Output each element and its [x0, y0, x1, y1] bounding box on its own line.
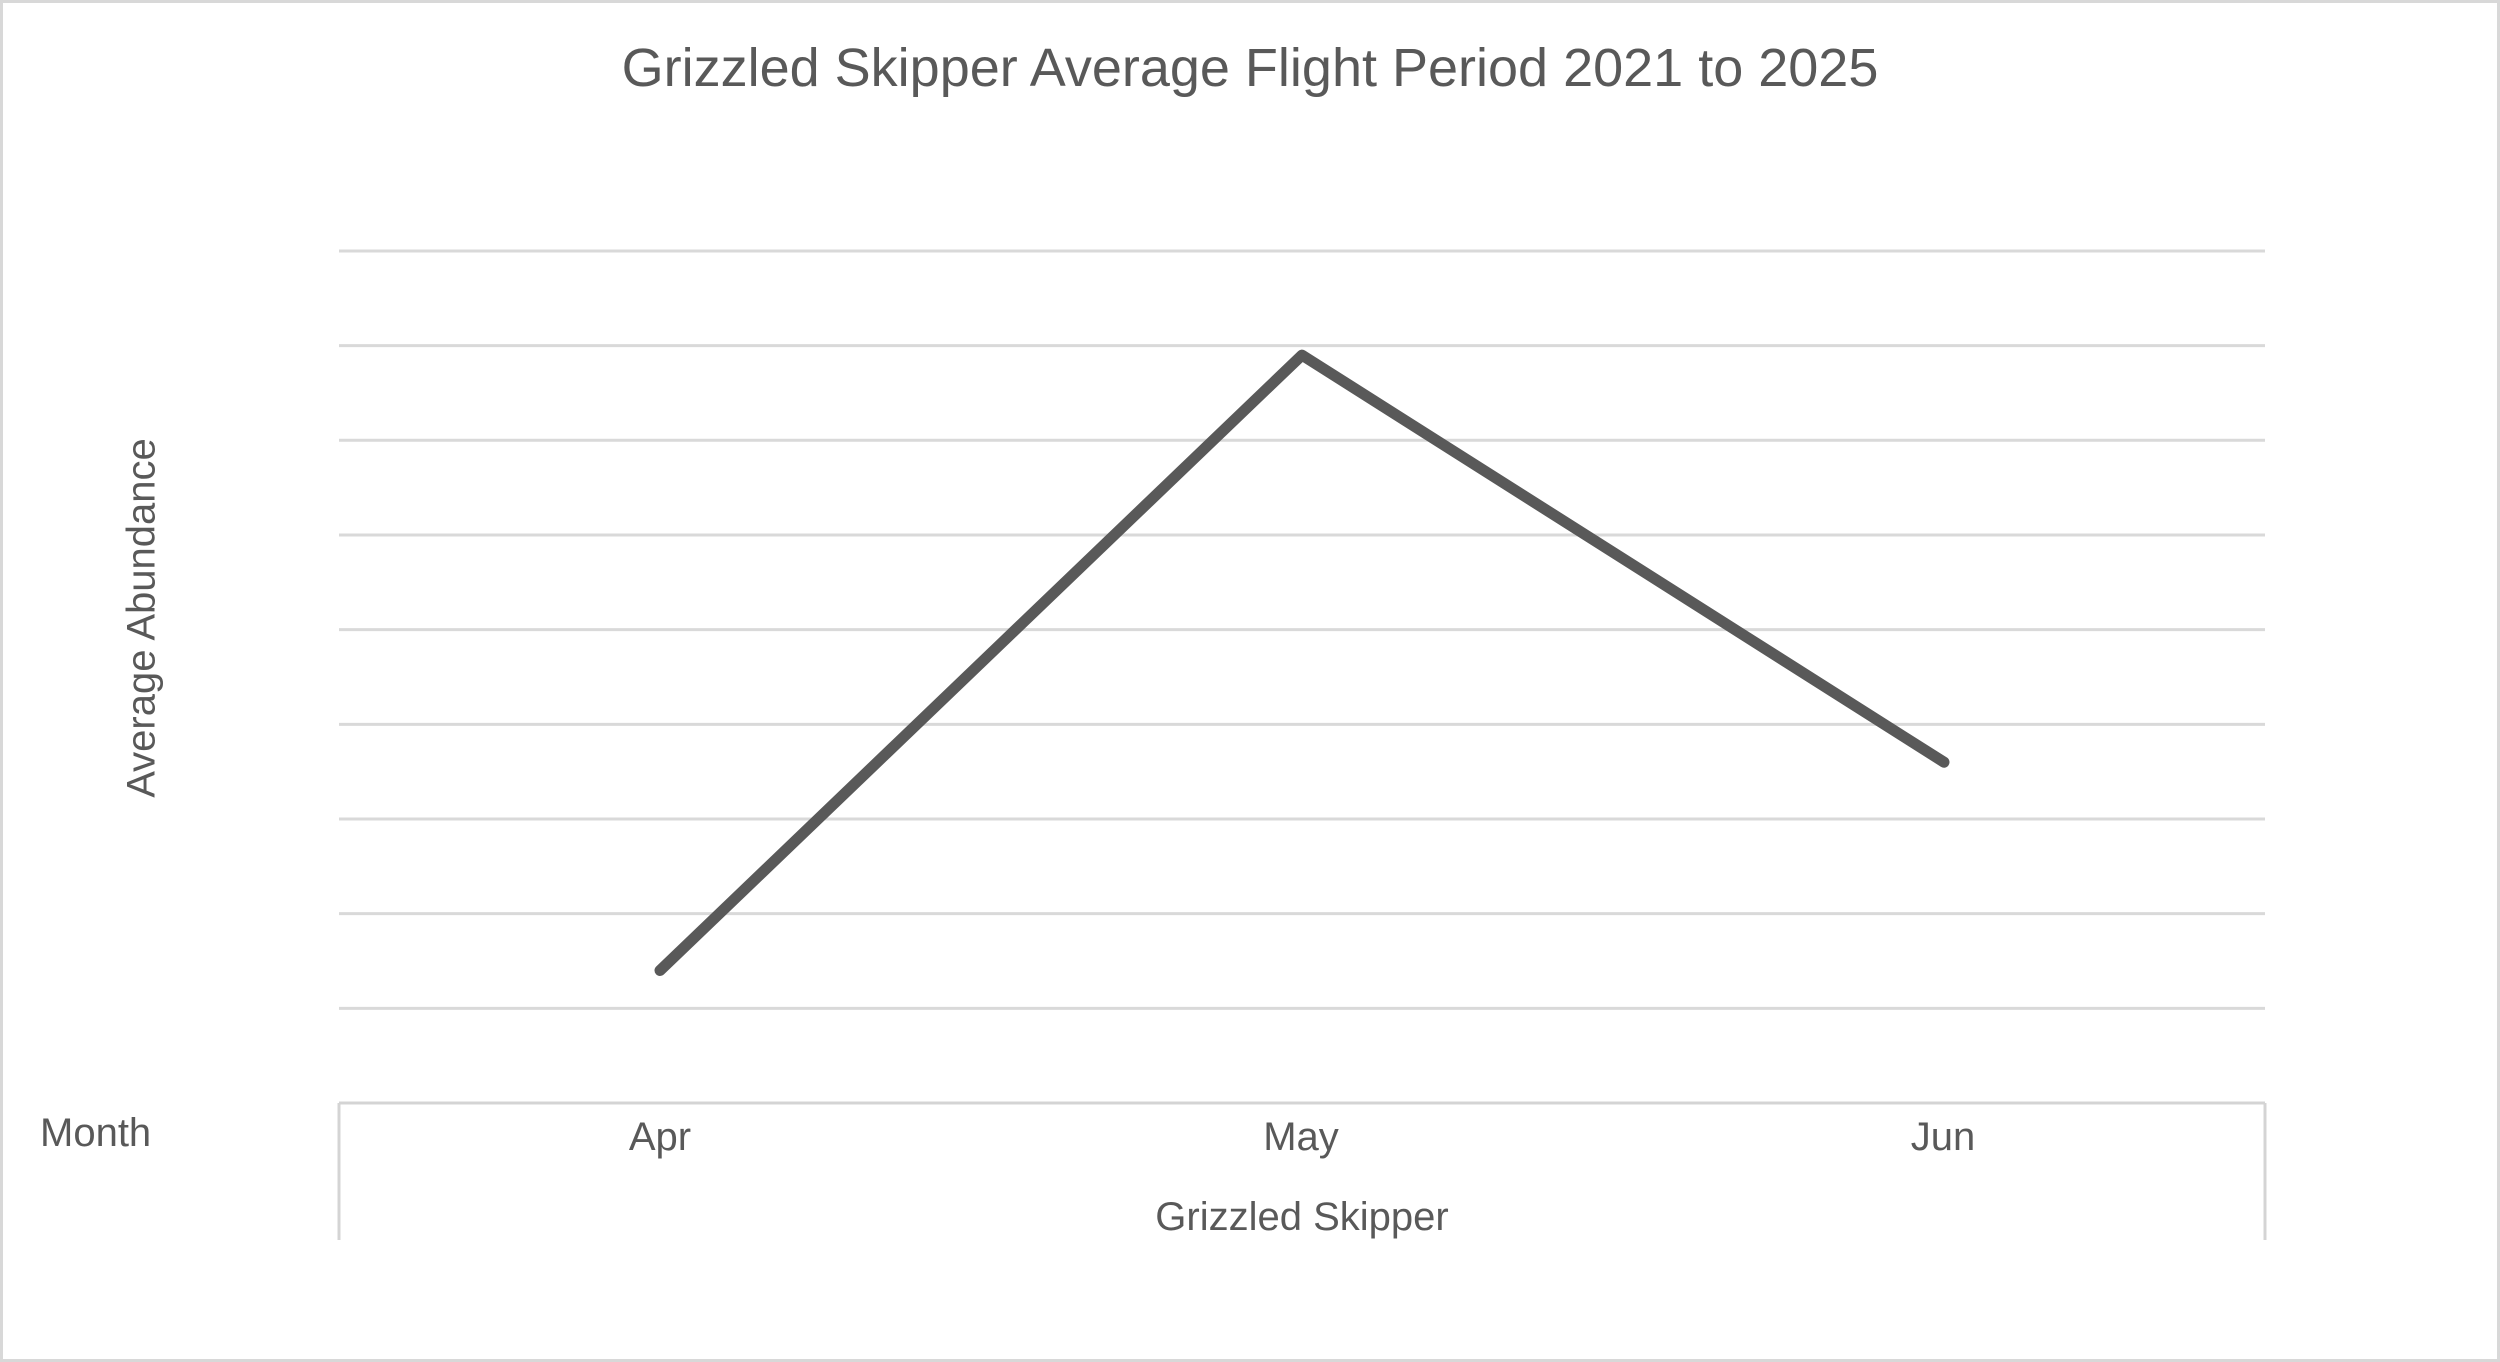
plot-area: [337, 249, 2267, 1240]
series-line-grizzled-skipper: [654, 349, 1950, 976]
category-label-apr: Apr: [628, 1115, 692, 1159]
category-axis-frame: [337, 1101, 2267, 1240]
category-label-jun: Jun: [1910, 1115, 1976, 1159]
chart-title: Grizzled Skipper Average Flight Period 2…: [621, 38, 1879, 98]
category-label-may: May: [1263, 1115, 1339, 1159]
x-axis-title: Month: [40, 1111, 152, 1155]
gridlines: [339, 249, 2265, 1010]
series-group-label: Grizzled Skipper: [1155, 1195, 1449, 1239]
